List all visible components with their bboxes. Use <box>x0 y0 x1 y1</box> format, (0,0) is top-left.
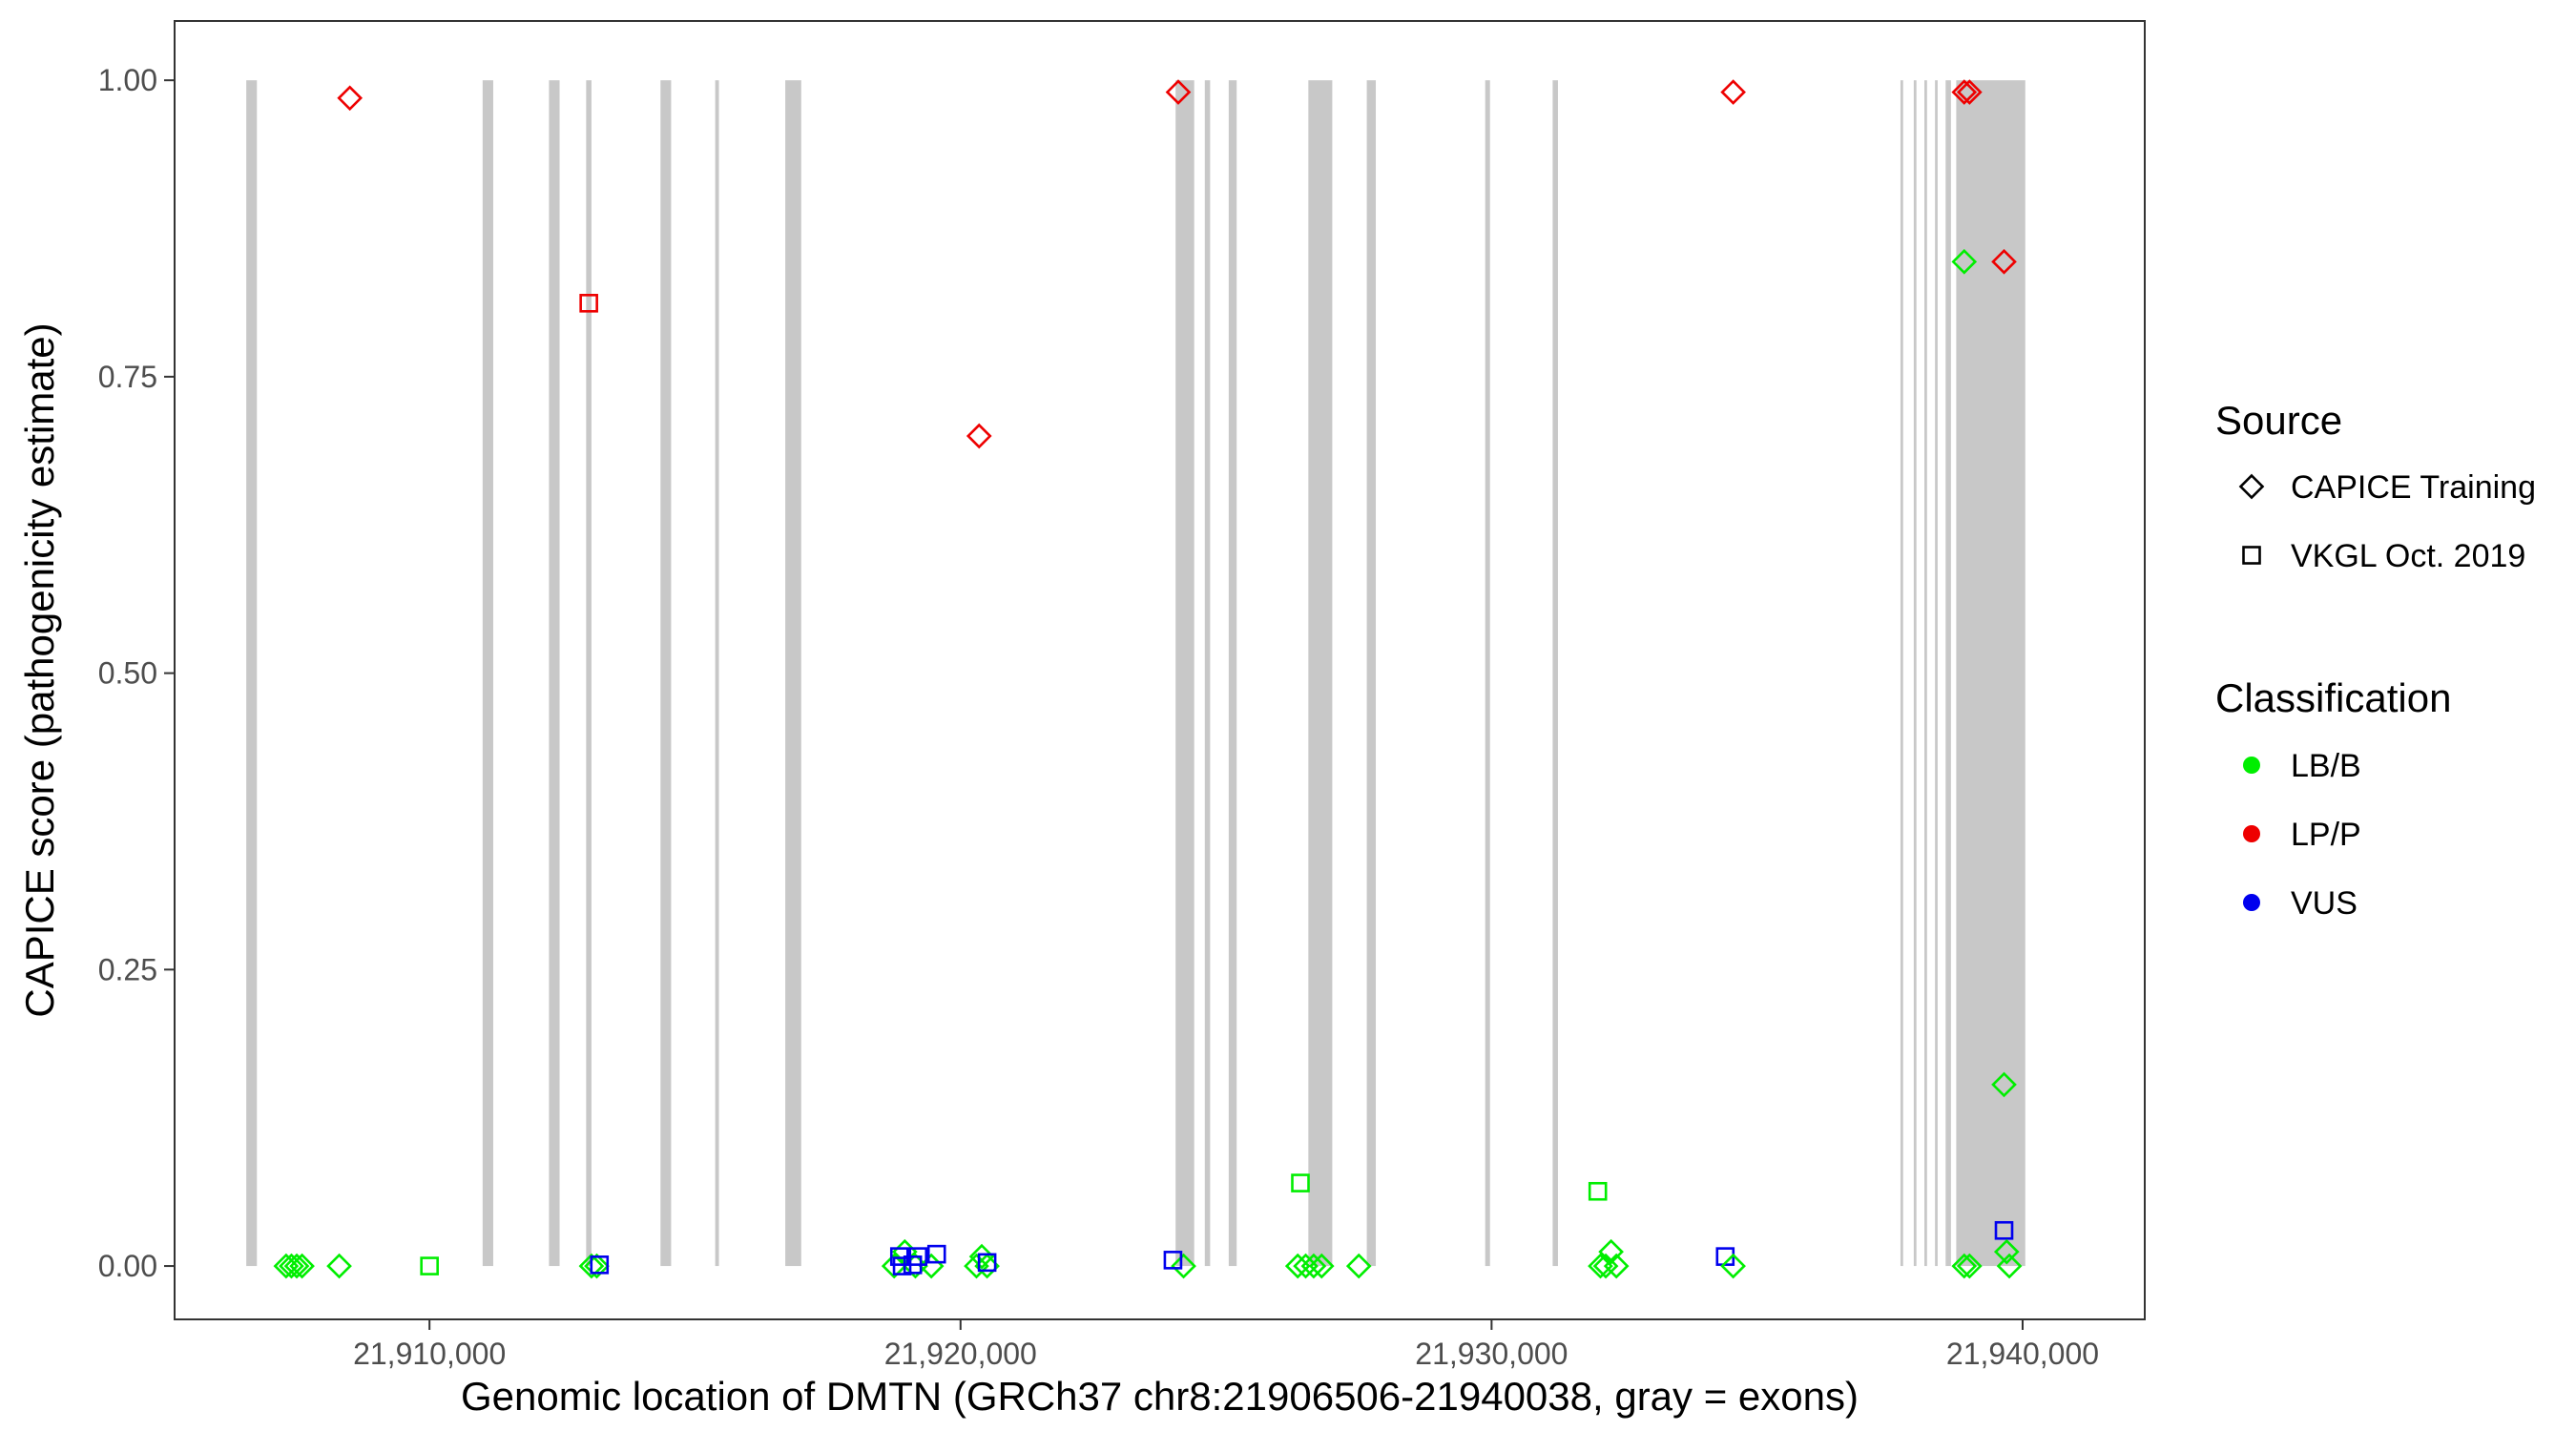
y-tick-label: 0.75 <box>98 360 157 394</box>
data-point <box>1163 1251 1183 1270</box>
data-point <box>279 1253 304 1279</box>
data-point <box>578 1253 605 1279</box>
data-point <box>579 294 598 313</box>
x-tick-label: 21,930,000 <box>1415 1337 1568 1371</box>
data-point <box>926 1244 946 1264</box>
exon-band <box>660 80 672 1267</box>
exon-band <box>1945 80 1951 1267</box>
exon-band <box>1366 80 1377 1267</box>
data-point <box>1720 1253 1746 1279</box>
x-axis: 21,910,000 21,920,000 21,930,000 21,940,000 <box>353 1319 2099 1371</box>
data-point <box>1165 79 1192 105</box>
exon-layer <box>246 80 2025 1267</box>
data-point <box>1308 1253 1335 1279</box>
legend-source-key <box>2238 473 2265 500</box>
data-point <box>1588 1181 1608 1201</box>
data-point <box>326 1253 352 1279</box>
y-tick-label: 1.00 <box>98 63 157 97</box>
data-point <box>1603 1253 1630 1279</box>
exon-band <box>1935 80 1938 1267</box>
legend-source-label: VKGL Oct. 2019 <box>2291 538 2525 574</box>
data-point <box>283 1253 310 1279</box>
data-point <box>1951 248 1978 275</box>
data-point <box>1991 1071 2017 1098</box>
legend-classification-label: LP/P <box>2291 817 2361 853</box>
exon-band <box>246 80 258 1267</box>
legend-source-title: Source <box>2215 398 2342 443</box>
data-point <box>337 85 364 112</box>
y-axis-title: CAPICE score (pathogenicity estimate) <box>17 322 62 1017</box>
legend-source-label: CAPICE Training <box>2291 469 2536 506</box>
legend-classification-key <box>2243 757 2260 774</box>
data-point <box>1993 1238 2020 1265</box>
y-tick-label: 0.25 <box>98 952 157 986</box>
legend-classification-items: LB/B LP/P VUS <box>2243 748 2361 922</box>
exon-band <box>1552 80 1558 1267</box>
exon-band <box>785 80 801 1267</box>
data-point <box>1951 79 1978 105</box>
data-point <box>1171 1253 1196 1279</box>
data-point <box>1300 1253 1327 1279</box>
data-point <box>590 1255 610 1275</box>
legend-classification-key <box>2243 825 2260 842</box>
exon-band <box>1924 80 1927 1267</box>
data-point <box>964 1253 989 1279</box>
exon-band <box>1900 80 1903 1267</box>
exon-band <box>1956 80 2025 1267</box>
x-tick-label: 21,940,000 <box>1946 1337 2099 1371</box>
data-point <box>1956 1253 1983 1279</box>
data-point <box>968 1243 995 1270</box>
x-tick-label: 21,910,000 <box>353 1337 506 1371</box>
exon-band <box>549 80 560 1267</box>
data-point <box>1291 1173 1310 1192</box>
data-point <box>1720 79 1746 105</box>
data-point <box>977 1253 997 1273</box>
y-tick-label: 0.50 <box>98 656 157 691</box>
data-point <box>1996 1253 2023 1279</box>
data-point <box>420 1256 439 1275</box>
exon-band <box>1913 80 1917 1267</box>
legend-classification-label: VUS <box>2291 885 2358 922</box>
y-axis: 0.00 0.25 0.50 0.75 1.00 <box>98 63 175 1283</box>
exon-band <box>1204 80 1211 1267</box>
exon-band <box>586 80 592 1267</box>
data-point <box>584 1253 610 1279</box>
legend-classification-key <box>2243 894 2260 911</box>
x-axis-title: Genomic location of DMTN (GRCh37 chr8:21… <box>461 1374 1859 1419</box>
legend-classification-title: Classification <box>2215 675 2451 720</box>
data-point <box>1994 1220 2014 1240</box>
legend: Source CAPICE Training VKGL Oct. 2019 Cla… <box>2215 398 2536 922</box>
data-point <box>1991 248 2017 275</box>
data-point <box>1345 1253 1372 1279</box>
exon-band <box>482 80 493 1267</box>
exon-band <box>1308 80 1333 1267</box>
legend-source-items: CAPICE Training VKGL Oct. 2019 <box>2238 469 2536 574</box>
plot-panel-border <box>174 20 2146 1320</box>
exon-band <box>1485 80 1490 1267</box>
point-layer <box>273 79 2023 1279</box>
exon-band <box>715 80 719 1267</box>
exon-band <box>1175 80 1195 1267</box>
data-point <box>1956 79 1983 105</box>
data-point <box>1598 1238 1624 1265</box>
x-tick-label: 21,920,000 <box>884 1337 1037 1371</box>
data-point <box>1951 1253 1978 1279</box>
y-tick-label: 0.00 <box>98 1249 157 1283</box>
data-point <box>892 1256 912 1275</box>
data-point <box>966 423 992 449</box>
legend-source-key <box>2242 546 2261 565</box>
data-point <box>289 1253 315 1279</box>
exon-band <box>1228 80 1237 1267</box>
data-point <box>881 1253 907 1279</box>
data-point <box>908 1247 928 1266</box>
legend-classification-label: LB/B <box>2291 748 2361 784</box>
